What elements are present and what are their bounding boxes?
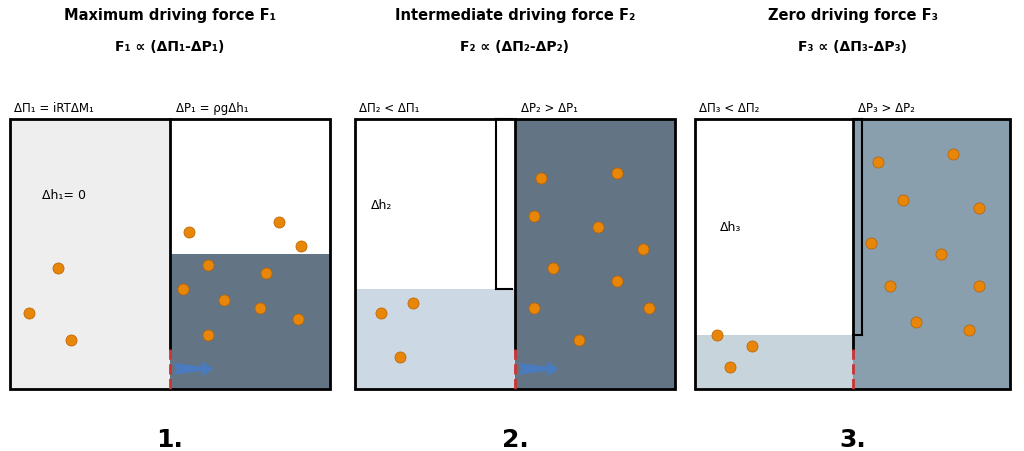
Text: F₃ ∝ (ΔΠ₃-ΔP₃): F₃ ∝ (ΔΠ₃-ΔP₃) (798, 40, 907, 54)
Text: ΔΠ₁ = iRTΔM₁: ΔΠ₁ = iRTΔM₁ (14, 102, 94, 115)
Text: Δh₁= 0: Δh₁= 0 (42, 189, 86, 202)
Text: ΔP₁ = ρgΔh₁: ΔP₁ = ρgΔh₁ (176, 102, 249, 115)
Bar (10, 120, 330, 389)
Text: F₁ ∝ (ΔΠ₁-ΔP₁): F₁ ∝ (ΔΠ₁-ΔP₁) (116, 40, 224, 54)
Text: Δh₃: Δh₃ (720, 221, 741, 234)
Text: 2.: 2. (502, 427, 528, 451)
Bar (170, 254, 330, 389)
Bar (695, 120, 1010, 389)
Text: Zero driving force F₃: Zero driving force F₃ (768, 8, 938, 23)
Text: Intermediate driving force F₂: Intermediate driving force F₂ (395, 8, 635, 23)
Bar (10, 120, 170, 389)
Bar (355, 290, 515, 389)
Bar (695, 335, 853, 389)
Text: Δh₂: Δh₂ (371, 198, 392, 211)
Bar (355, 120, 675, 389)
Text: ΔΠ₂ < ΔΠ₁: ΔΠ₂ < ΔΠ₁ (359, 102, 420, 115)
Text: ΔP₃ > ΔP₂: ΔP₃ > ΔP₂ (858, 102, 915, 115)
Text: F₂ ∝ (ΔΠ₂-ΔP₂): F₂ ∝ (ΔΠ₂-ΔP₂) (461, 40, 569, 54)
Bar (853, 120, 1010, 389)
Text: 3.: 3. (839, 427, 866, 451)
Bar (515, 120, 675, 389)
Text: ΔP₂ > ΔP₁: ΔP₂ > ΔP₁ (521, 102, 578, 115)
Text: ΔΠ₃ < ΔΠ₂: ΔΠ₃ < ΔΠ₂ (699, 102, 760, 115)
Text: 1.: 1. (157, 427, 183, 451)
Text: Maximum driving force F₁: Maximum driving force F₁ (63, 8, 276, 23)
